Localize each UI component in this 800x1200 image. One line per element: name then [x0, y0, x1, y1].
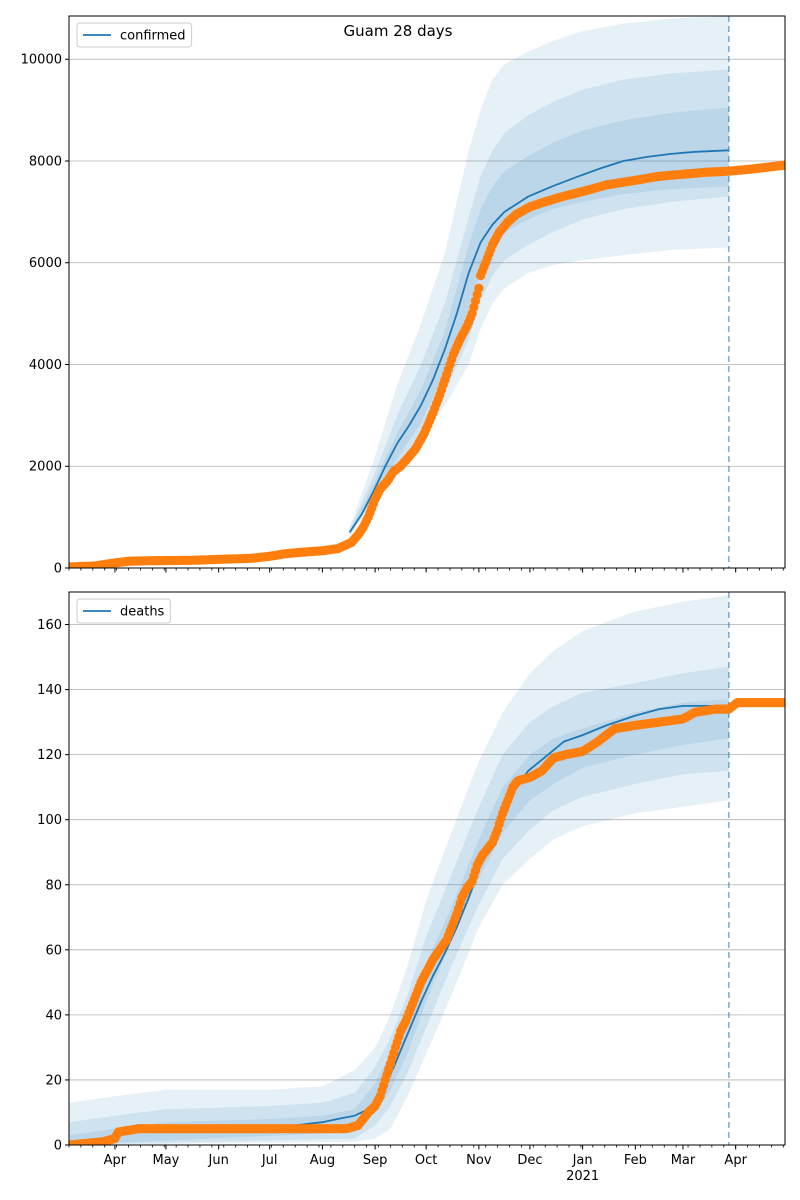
median-line [348, 149, 729, 533]
legend: confirmed [76, 22, 193, 48]
legend-label: deaths [120, 605, 165, 620]
y-tick-label: 100 [37, 813, 62, 828]
y-tick-label: 8000 [29, 154, 62, 169]
x-tick-label: Jun [208, 1153, 229, 1168]
axes-frame [68, 15, 786, 569]
plot-area [69, 16, 785, 568]
y-tick-label: 4000 [29, 358, 62, 373]
x-tick-label: Apr [104, 1153, 127, 1168]
x-tick-label: Aug [310, 1153, 335, 1168]
x-tick-label: May [152, 1153, 179, 1168]
confirmed-panel: 0 2000 4000 6000 8000 10000 confirmed [21, 15, 786, 577]
band-outer [69, 595, 729, 1145]
y-tick-label: 0 [54, 1139, 62, 1154]
legend-box [76, 22, 193, 48]
x-tick-label: Oct [415, 1153, 437, 1168]
x-tick-sublabel: 2021 [566, 1169, 599, 1184]
y-tick-label: 2000 [29, 460, 62, 475]
band-middle [69, 666, 729, 1145]
observed-point [780, 698, 785, 708]
y-tick-label: 10000 [21, 53, 62, 68]
x-tick-label: Mar [671, 1153, 696, 1168]
x-tick-label: Apr [724, 1153, 747, 1168]
observed-point [780, 160, 785, 170]
legend: deaths [76, 598, 171, 624]
y-tick-label: 0 [54, 562, 62, 577]
legend-label: confirmed [120, 29, 186, 44]
x-tick-label: Feb [624, 1153, 647, 1168]
observed-point [474, 283, 484, 293]
figure-title: Guam 28 days [344, 22, 453, 40]
y-tick-label: 80 [45, 878, 62, 893]
x-tick-label: Dec [517, 1153, 542, 1168]
axes-frame [68, 591, 786, 1146]
x-tick-label: Sep [363, 1153, 388, 1168]
y-tick-label: 40 [45, 1008, 62, 1023]
y-tick-label: 60 [45, 943, 62, 958]
plot-area [69, 592, 785, 1145]
y-tick-label: 120 [37, 748, 62, 763]
band-outer [349, 16, 729, 538]
y-tick-label: 160 [37, 618, 62, 633]
band-middle [349, 69, 729, 535]
x-tick-label: Jan [572, 1153, 593, 1168]
y-tick-label: 6000 [29, 256, 62, 271]
y-tick-label: 140 [37, 683, 62, 698]
x-tick-label: Jul [261, 1153, 278, 1168]
legend-box [76, 598, 171, 624]
deaths-panel: 0 20 40 60 80 100 120 140 160 Apr May Jun Jul Aug Sep O… [37, 591, 786, 1184]
y-tick-label: 20 [45, 1073, 62, 1088]
x-tick-label: Nov [466, 1153, 492, 1168]
